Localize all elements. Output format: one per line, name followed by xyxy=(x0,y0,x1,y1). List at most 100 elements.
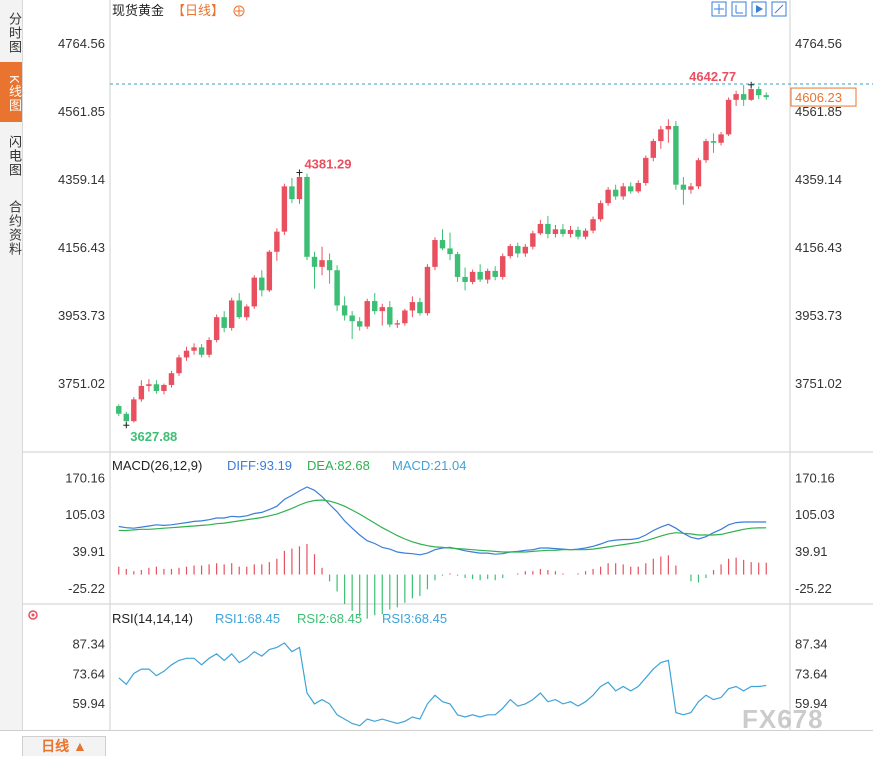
instrument-name: 现货黄金 xyxy=(112,3,164,18)
candle-body xyxy=(688,186,694,190)
play-icon[interactable] xyxy=(751,1,767,17)
candle-body xyxy=(477,271,483,280)
toolbar xyxy=(711,1,787,17)
candle-body xyxy=(703,141,709,161)
candle-body xyxy=(522,246,529,254)
rsi-legend-entry: RSI3:68.45 xyxy=(382,611,447,626)
candle-body xyxy=(552,229,559,234)
tab-kline[interactable]: K线图 xyxy=(0,62,22,122)
candle-body xyxy=(515,246,521,254)
candle-body xyxy=(131,399,137,422)
rsi-tick-label: 87.34 xyxy=(72,636,105,651)
price-tick-label: 3953.73 xyxy=(58,308,105,323)
plus-circle-icon[interactable] xyxy=(233,5,245,17)
price-tick-label: 4561.85 xyxy=(58,104,105,119)
tab-flash[interactable]: 闪电图 xyxy=(7,135,22,177)
candle-body xyxy=(221,317,227,328)
macd-legend-entry: DIFF:93.19 xyxy=(227,458,292,473)
candle-body xyxy=(462,276,468,282)
candle-body xyxy=(537,223,544,234)
candle-body xyxy=(424,266,431,314)
candle-body xyxy=(469,271,476,282)
candle-body xyxy=(635,183,641,192)
tab-contract-info[interactable]: 合约资料 xyxy=(7,200,22,256)
fit-screen-icon[interactable] xyxy=(711,1,727,17)
candle-body xyxy=(628,186,634,192)
rsi-tick-label: 59.94 xyxy=(795,696,828,711)
candle-body xyxy=(334,270,340,306)
price-tick-label: 4561.85 xyxy=(795,104,842,119)
price-tick-label: 4156.43 xyxy=(58,240,105,255)
candle-body xyxy=(274,231,280,252)
candle-body xyxy=(372,301,378,312)
candle-body xyxy=(755,89,762,96)
extreme-label: 4381.29 xyxy=(304,157,351,172)
candle-body xyxy=(153,384,160,391)
macd-title: MACD(26,12,9) xyxy=(112,458,202,473)
settings-icon[interactable] xyxy=(28,610,38,620)
candle-body xyxy=(146,384,152,386)
candle-body xyxy=(643,157,649,184)
macd-tick-label: 39.91 xyxy=(795,544,828,559)
candle-body xyxy=(266,251,273,291)
price-tick-label: 4764.56 xyxy=(58,36,105,51)
candle-body xyxy=(259,277,265,291)
candle-body xyxy=(213,317,220,340)
candle-body xyxy=(304,176,310,257)
zoom-out-icon[interactable] xyxy=(771,1,787,17)
candle-body xyxy=(575,229,581,237)
candle-body xyxy=(733,94,739,100)
tab-time-sharing[interactable]: 分时图 xyxy=(7,12,22,54)
candle-body xyxy=(326,260,333,271)
candle-body xyxy=(530,233,536,247)
chart-header: 现货黄金 【日线】 xyxy=(112,3,245,18)
candle-body xyxy=(251,277,257,307)
candle-body xyxy=(763,95,769,98)
candle-body xyxy=(432,240,438,267)
extreme-label: 4642.77 xyxy=(689,69,736,84)
macd-pane: MACD(26,12,9) DIFF:93.19 DEA:82.68 MACD:21.… xyxy=(65,458,835,619)
macd-tick-label: 170.16 xyxy=(795,470,835,485)
candle-body xyxy=(658,129,664,142)
extreme-label: 3627.88 xyxy=(130,429,177,444)
candle-body xyxy=(176,357,182,374)
rsi-tick-label: 59.94 xyxy=(72,696,105,711)
candle-body xyxy=(161,384,167,391)
macd-tick-label: 105.03 xyxy=(65,507,105,522)
candle-body xyxy=(582,230,589,237)
candle-body xyxy=(417,302,423,314)
price-tick-label: 4156.43 xyxy=(795,240,842,255)
candle-body xyxy=(680,184,687,190)
zoom-in-icon[interactable] xyxy=(731,1,747,17)
last-price-label: 4606.23 xyxy=(795,90,842,105)
candle-body xyxy=(356,321,363,327)
candle-body xyxy=(718,134,724,143)
candle-body xyxy=(349,315,355,322)
candle-body xyxy=(289,186,295,200)
candle-body xyxy=(560,229,566,234)
candle-body xyxy=(379,307,385,312)
rsi-title: RSI(14,14,14) xyxy=(112,611,193,626)
rsi-legend-entry: RSI1:68.45 xyxy=(215,611,280,626)
rsi-tick-label: 73.64 xyxy=(72,666,105,681)
candle-body xyxy=(236,300,242,318)
dea-line xyxy=(118,499,767,553)
price-tick-label: 4359.14 xyxy=(795,172,842,187)
macd-tick-label: 39.91 xyxy=(72,544,105,559)
candle-body xyxy=(447,248,453,255)
candle-body xyxy=(387,307,393,325)
candle-body xyxy=(597,203,604,220)
price-tick-label: 4359.14 xyxy=(58,172,105,187)
candle-body xyxy=(402,310,408,324)
bottom-bar xyxy=(0,730,873,757)
candle-body xyxy=(228,300,235,328)
price-tick-label: 4764.56 xyxy=(795,36,842,51)
candle-body xyxy=(183,350,190,358)
candle-body xyxy=(168,373,175,385)
period-button[interactable]: 日线 ▲ xyxy=(22,736,106,756)
candle-body xyxy=(191,347,197,351)
chart-area[interactable]: 4381.29 4642.77 3627.88 4764.56 4764.56 4561… xyxy=(22,0,873,730)
price-axis: 4764.56 4764.56 4561.85 4561.85 4359.14 4359.… xyxy=(58,36,873,391)
sidebar: 分时图 K线图 闪电图 合约资料 xyxy=(0,0,23,730)
macd-tick-label: 105.03 xyxy=(795,507,835,522)
